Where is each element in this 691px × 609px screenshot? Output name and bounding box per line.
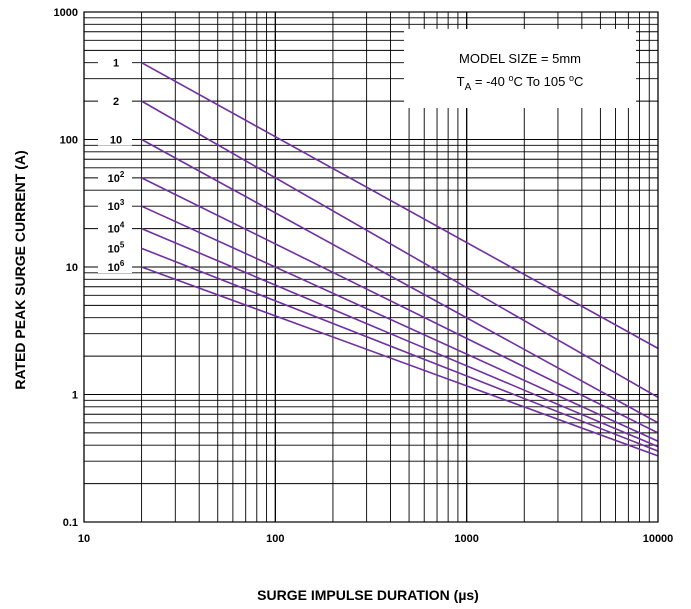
annotation-model-size: MODEL SIZE = 5mm	[459, 51, 581, 66]
series-label-base: 10	[108, 201, 120, 213]
annotation-box: MODEL SIZE = 5mm TA = -40 oC To 105 oC	[404, 29, 636, 108]
series-label-base: 10	[110, 135, 122, 147]
y-tick-label: 10	[66, 262, 78, 274]
annotation-mid1: = -40	[471, 74, 508, 89]
series-label-exponent: 5	[120, 240, 125, 249]
annotation-sup2: o	[569, 73, 574, 83]
series-label-background	[98, 240, 132, 255]
series-label: 103	[108, 198, 125, 213]
series-label-background	[98, 54, 132, 69]
series-label: 106	[108, 259, 125, 274]
annotation-box-background	[404, 29, 636, 108]
y-tick-label: 0.1	[63, 517, 78, 529]
annotation-end: C	[574, 74, 583, 89]
series-label: 2	[113, 96, 119, 108]
annotation-sub-a: A	[465, 82, 472, 93]
series-label-base: 10	[108, 224, 120, 236]
annotation-sup1: o	[509, 73, 514, 83]
plot-frame	[83, 11, 659, 523]
series-line	[141, 266, 659, 457]
series-label-exponent: 4	[120, 221, 125, 230]
series-label-background	[98, 220, 132, 235]
series-label: 102	[108, 170, 125, 185]
series-label-background	[98, 259, 132, 273]
y-tick-label: 1000	[54, 7, 78, 19]
annotation-t: T	[457, 74, 465, 89]
annotation-mid2: C To 105	[514, 74, 569, 89]
series-label: 10	[110, 135, 122, 147]
series-line	[141, 227, 659, 448]
tick-labels: 10 100 1000 10000 0.1 1 10 100 1000	[54, 7, 674, 545]
series-line	[141, 100, 659, 399]
series-line	[141, 247, 659, 452]
series-label-background	[98, 93, 132, 108]
series-lines	[141, 62, 659, 457]
series-label-background	[98, 169, 132, 184]
series-label: 1	[113, 58, 119, 70]
x-tick-label: 10000	[643, 533, 674, 545]
x-tick-label: 1000	[454, 533, 478, 545]
series-label-background	[98, 131, 132, 146]
y-tick-label: 1	[72, 390, 78, 402]
series-label-base: 10	[108, 173, 120, 185]
series-label-base: 1	[113, 58, 119, 70]
x-tick-label: 10	[78, 533, 90, 545]
annotation-temperature-range: TA = -40 oC To 105 oC	[457, 73, 584, 93]
series-label-exponent: 3	[120, 198, 125, 207]
y-tick-label: 100	[60, 135, 78, 147]
x-tick-label: 100	[266, 533, 284, 545]
y-axis-title: RATED PEAK SURGE CURRENT (A)	[12, 150, 28, 389]
series-label-base: 10	[108, 243, 120, 255]
series-label-base: 2	[113, 96, 119, 108]
series-line	[141, 138, 659, 424]
series-line	[141, 205, 659, 442]
series-line	[141, 177, 659, 434]
series-label-exponent: 6	[120, 259, 125, 268]
series-label: 105	[108, 240, 125, 255]
series-label-exponent: 2	[120, 170, 125, 179]
series-label-background	[98, 198, 132, 213]
series-label: 104	[108, 221, 125, 236]
series-line	[141, 62, 659, 350]
x-axis-title: SURGE IMPULSE DURATION (µs)	[257, 587, 479, 603]
series-label-base: 10	[108, 262, 120, 274]
